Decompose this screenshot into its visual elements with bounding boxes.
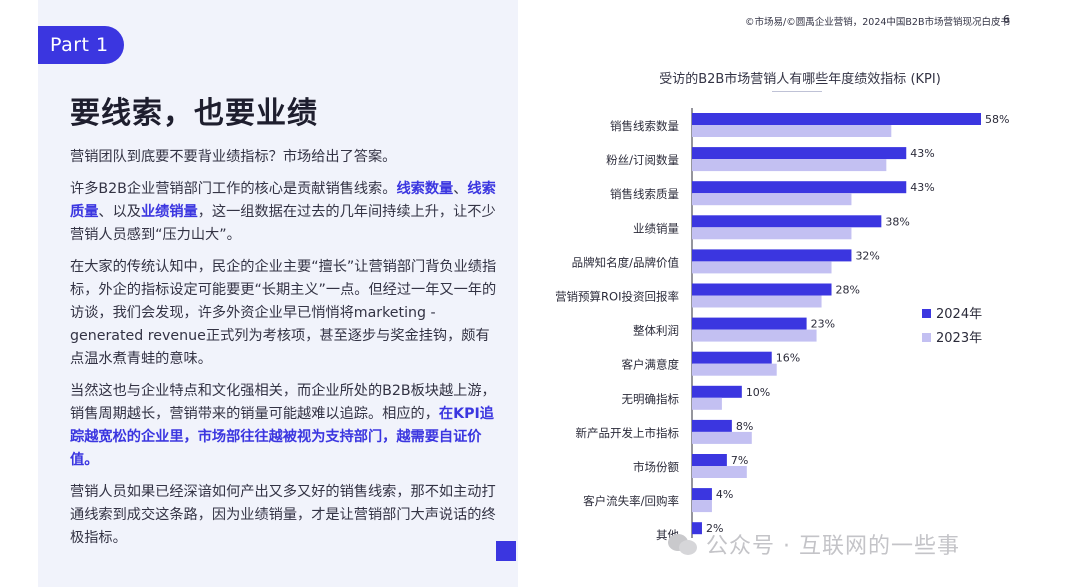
category-label: 业绩销量 [633, 221, 679, 235]
p2-highlight-sales: 业绩销量 [140, 204, 198, 220]
value-label: 23% [811, 318, 835, 331]
bar-2023 [692, 295, 822, 308]
p2-text-a: 许多B2B企业营销部门工作的核心是贡献销售线索。 [70, 181, 397, 197]
bar-2023 [692, 227, 852, 240]
bar-2023 [692, 397, 722, 410]
p2-highlight-lead-count: 线索数量 [396, 181, 454, 197]
bar-2024 [692, 181, 907, 194]
bar-2023 [692, 500, 712, 513]
bar-2024 [692, 419, 732, 432]
paragraph-2: 许多B2B企业营销部门工作的核心是贡献销售线索。线索数量、线索质量、以及业绩销量… [70, 178, 500, 247]
bar-2024 [692, 215, 882, 228]
category-label: 销售线索质量 [610, 187, 679, 201]
bar-2024 [692, 317, 807, 330]
paragraph-5: 营销人员如果已经深谙如何产出又多又好的销售线索，那不如主动打通线索到成交这条路，… [70, 484, 496, 546]
legend-swatch-2024 [922, 309, 931, 318]
bar-2024 [692, 147, 907, 160]
legend-label-2023: 2023年 [936, 331, 982, 346]
category-label: 客户流失率/回购率 [583, 494, 679, 508]
bar-2023 [692, 261, 832, 274]
part-tag: Part 1 [38, 26, 124, 64]
bar-2024 [692, 113, 981, 125]
value-label: 10% [746, 386, 770, 399]
bar-2023 [692, 363, 777, 376]
bar-2023 [692, 125, 892, 137]
watermark: 公众号 · 互联网的一些事 [668, 528, 960, 560]
p4-text-a: 当然这也与企业特点和文化强相关，而企业所处的B2B板块越上游，销售周期越长，营销… [70, 383, 496, 422]
bar-2024 [692, 283, 832, 296]
bar-2023 [692, 159, 887, 172]
paragraph-1: 营销团队到底要不要背业绩指标？市场给出了答案。 [70, 149, 397, 165]
paragraph-3: 在大家的传统认知中，民企的企业主要“擅长”让营销部门背负业绩指标，外企的指标设定… [70, 259, 497, 367]
watermark-text: 公众号 · 互联网的一些事 [706, 534, 960, 559]
bar-2024 [692, 351, 772, 364]
value-label: 8% [736, 420, 753, 433]
p4-highlight: 在KPI追踪越宽松的企业里，市场部往往越被视为支持部门，越需要自证价值。 [70, 406, 494, 468]
category-label: 无明确指标 [622, 392, 680, 406]
value-label: 28% [836, 284, 860, 297]
value-label: 58% [985, 113, 1009, 126]
body-text: 营销团队到底要不要背业绩指标？市场给出了答案。 许多B2B企业营销部门工作的核心… [70, 146, 500, 559]
category-label: 新产品开发上市指标 [576, 426, 680, 440]
bar-2023 [692, 466, 747, 478]
bar-2024 [692, 522, 702, 535]
value-label: 2% [706, 522, 723, 535]
p2-text-c: 、 [453, 181, 468, 197]
category-label: 客户满意度 [622, 358, 680, 372]
category-label: 整体利润 [633, 324, 679, 338]
value-label: 16% [776, 352, 800, 365]
page-number: 6 [1003, 13, 1010, 26]
value-label: 38% [885, 215, 909, 228]
legend-label-2024: 2024年 [936, 307, 982, 322]
p2-text-e: 、以及 [98, 204, 141, 220]
p2-text-g: ，这一组数据在过去的几年间持续上升，让不少营销人员感到“压力山大”。 [70, 204, 496, 243]
bar-2024 [692, 454, 727, 466]
bar-2023 [692, 193, 852, 206]
bar-2024 [692, 385, 742, 398]
category-label: 营销预算ROI投资回报率 [555, 290, 679, 304]
bar-2024 [692, 488, 712, 501]
value-label: 4% [716, 488, 733, 501]
bar-2023 [692, 431, 752, 444]
category-label: 品牌知名度/品牌价值 [572, 255, 680, 269]
value-label: 32% [855, 249, 879, 262]
decorative-square [496, 541, 516, 561]
chart-title-divider [772, 91, 822, 92]
legend-swatch-2023 [922, 333, 931, 342]
header-note: ©市场易/©圆禹企业营销，2024中国B2B市场营销现况白皮书 [745, 17, 1010, 28]
chart-title: 受访的B2B市场营销人有哪些年度绩效指标 (KPI) [659, 72, 941, 87]
category-label: 粉丝/订阅数量 [606, 153, 679, 167]
wechat-icon [668, 532, 698, 556]
paragraph-4: 当然这也与企业特点和文化强相关，而企业所处的B2B板块越上游，销售周期越长，营销… [70, 380, 500, 472]
text-panel: Part 1 [38, 0, 518, 587]
value-label: 43% [910, 147, 934, 160]
page-title: 要线索，也要业绩 [70, 96, 318, 131]
value-label: 43% [910, 181, 934, 194]
category-label: 销售线索数量 [610, 119, 679, 133]
bar-2023 [692, 329, 817, 342]
bar-2024 [692, 249, 852, 262]
category-label: 市场份额 [633, 460, 679, 474]
p2-highlight-lead-quality: 线索质量 [70, 181, 496, 220]
value-label: 7% [731, 454, 748, 467]
